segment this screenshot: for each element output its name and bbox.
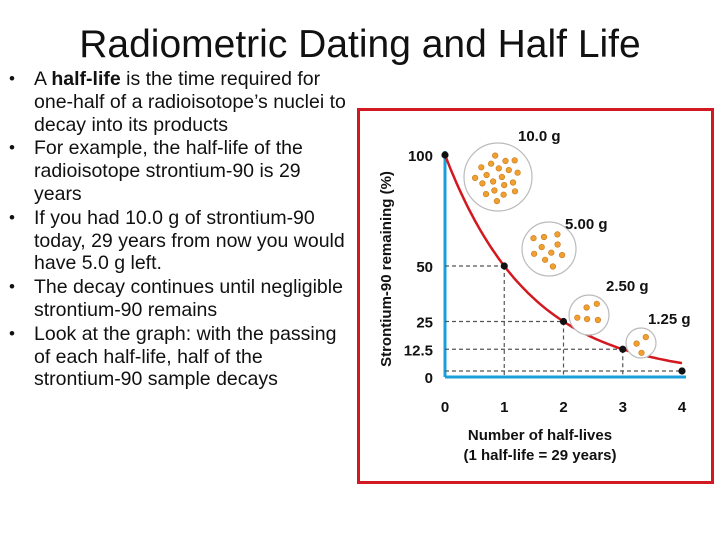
atom-dot (493, 197, 500, 205)
bullet-term: half-life (51, 68, 121, 90)
x-axis-label: Number of half-lives (468, 427, 612, 444)
bullet-text: is the time required for one-half of a r… (34, 68, 346, 136)
bullet-list: • A half-life is the time required for on… (6, 68, 352, 392)
bullet-item: • The decay continues until negligible st… (6, 276, 352, 322)
atom-dot (492, 152, 499, 159)
atom-dot (479, 180, 486, 187)
atom-dot (500, 191, 507, 198)
atom-dot (593, 300, 600, 307)
atom-dot (502, 157, 509, 165)
atom-dot (501, 181, 508, 189)
bullet-item: • A half-life is the time required for on… (6, 68, 352, 136)
atom-dot (488, 160, 495, 167)
slide-title: Radiometric Dating and Half Life (79, 23, 641, 66)
y-tick-label: 25 (416, 315, 433, 332)
sample-circle (521, 221, 577, 277)
atom-dot (540, 233, 548, 241)
atom-dot (509, 179, 517, 186)
x-tick-label: 4 (678, 399, 687, 416)
bullet-item: • If you had 10.0 g of strontium-90 today… (6, 207, 352, 275)
atom-dot (554, 241, 561, 248)
atom-dot (548, 249, 555, 256)
atom-dot (574, 314, 581, 321)
bullet-text: If you had 10.0 g of strontium-90 today,… (34, 206, 345, 275)
bullet-text: For example, the half-life of the radioi… (34, 137, 303, 205)
atom-dot (538, 244, 545, 251)
atom-dot (505, 166, 512, 174)
sample-circle (625, 327, 657, 359)
bullet-text: The decay continues until negligible str… (34, 276, 343, 321)
atom-dot (554, 231, 561, 238)
decay-chart: 100 50 25 12.5 00 1 2 3 4 Number of half-lives (1 … (378, 128, 691, 464)
sample-mass-label: 1.25 g (648, 311, 691, 328)
atom-dot (638, 349, 645, 356)
atom-dot (511, 157, 518, 164)
atom-dot (514, 169, 521, 176)
bullet-dot: • (9, 138, 15, 158)
atom-dot (549, 263, 556, 270)
y-tick-label: 12.5 (404, 342, 433, 359)
atom-dot (583, 304, 590, 311)
atom-dot (531, 250, 538, 257)
sample-mass-label: 10.0 g (518, 128, 561, 145)
bullet-item: • Look at the graph: with the passing of … (6, 323, 352, 391)
atom-dot (594, 316, 601, 324)
x-tick-label: 2 (559, 399, 567, 416)
y-tick-label: 0 (425, 370, 433, 387)
atom-dot (471, 174, 479, 181)
atom-dot (498, 173, 505, 181)
x-tick-label: 3 (619, 399, 627, 416)
data-point (441, 151, 449, 159)
atom-dot (530, 235, 537, 242)
atom-dot (633, 340, 640, 347)
bullet-dot: • (9, 277, 15, 297)
atom-dot (542, 256, 549, 263)
sample-mass-label: 5.00 g (565, 216, 608, 233)
atom-dot (642, 334, 649, 341)
x-tick-label: 0 (441, 399, 449, 416)
atom-dot (491, 187, 498, 194)
bullet-dot: • (9, 207, 15, 227)
atom-dot (495, 165, 502, 172)
atom-dot (584, 316, 591, 323)
data-point (619, 345, 627, 353)
sample-circle (568, 294, 610, 336)
atom-dot (490, 178, 497, 185)
data-point (678, 367, 686, 375)
atom-dot (483, 171, 490, 179)
atom-dot (559, 252, 566, 259)
y-tick-label: 50 (416, 259, 433, 276)
bullet-item: • For example, the half-life of the radio… (6, 137, 352, 205)
atom-dot (511, 188, 519, 195)
atom-dot (478, 164, 485, 171)
y-axis-label: Strontium-90 remaining (%) (378, 171, 395, 367)
bullet-dot: • (9, 69, 15, 88)
data-point (559, 317, 568, 326)
bullet-dot: • (9, 323, 15, 343)
bullet-text: A (34, 68, 52, 90)
x-axis-label-note: (1 half-life = 29 years) (464, 447, 617, 464)
decay-figure: 100 50 25 12.5 0 0 1 2 3 4 Number of half-lives (1 … (357, 108, 714, 484)
sample-mass-label: 2.50 g (606, 278, 649, 295)
data-point (500, 262, 508, 270)
x-tick-label: 1 (500, 399, 508, 416)
atom-dot (482, 190, 490, 198)
bullet-text: Look at the graph: with the passing of e… (34, 322, 337, 391)
y-tick-label: 100 (408, 148, 433, 165)
